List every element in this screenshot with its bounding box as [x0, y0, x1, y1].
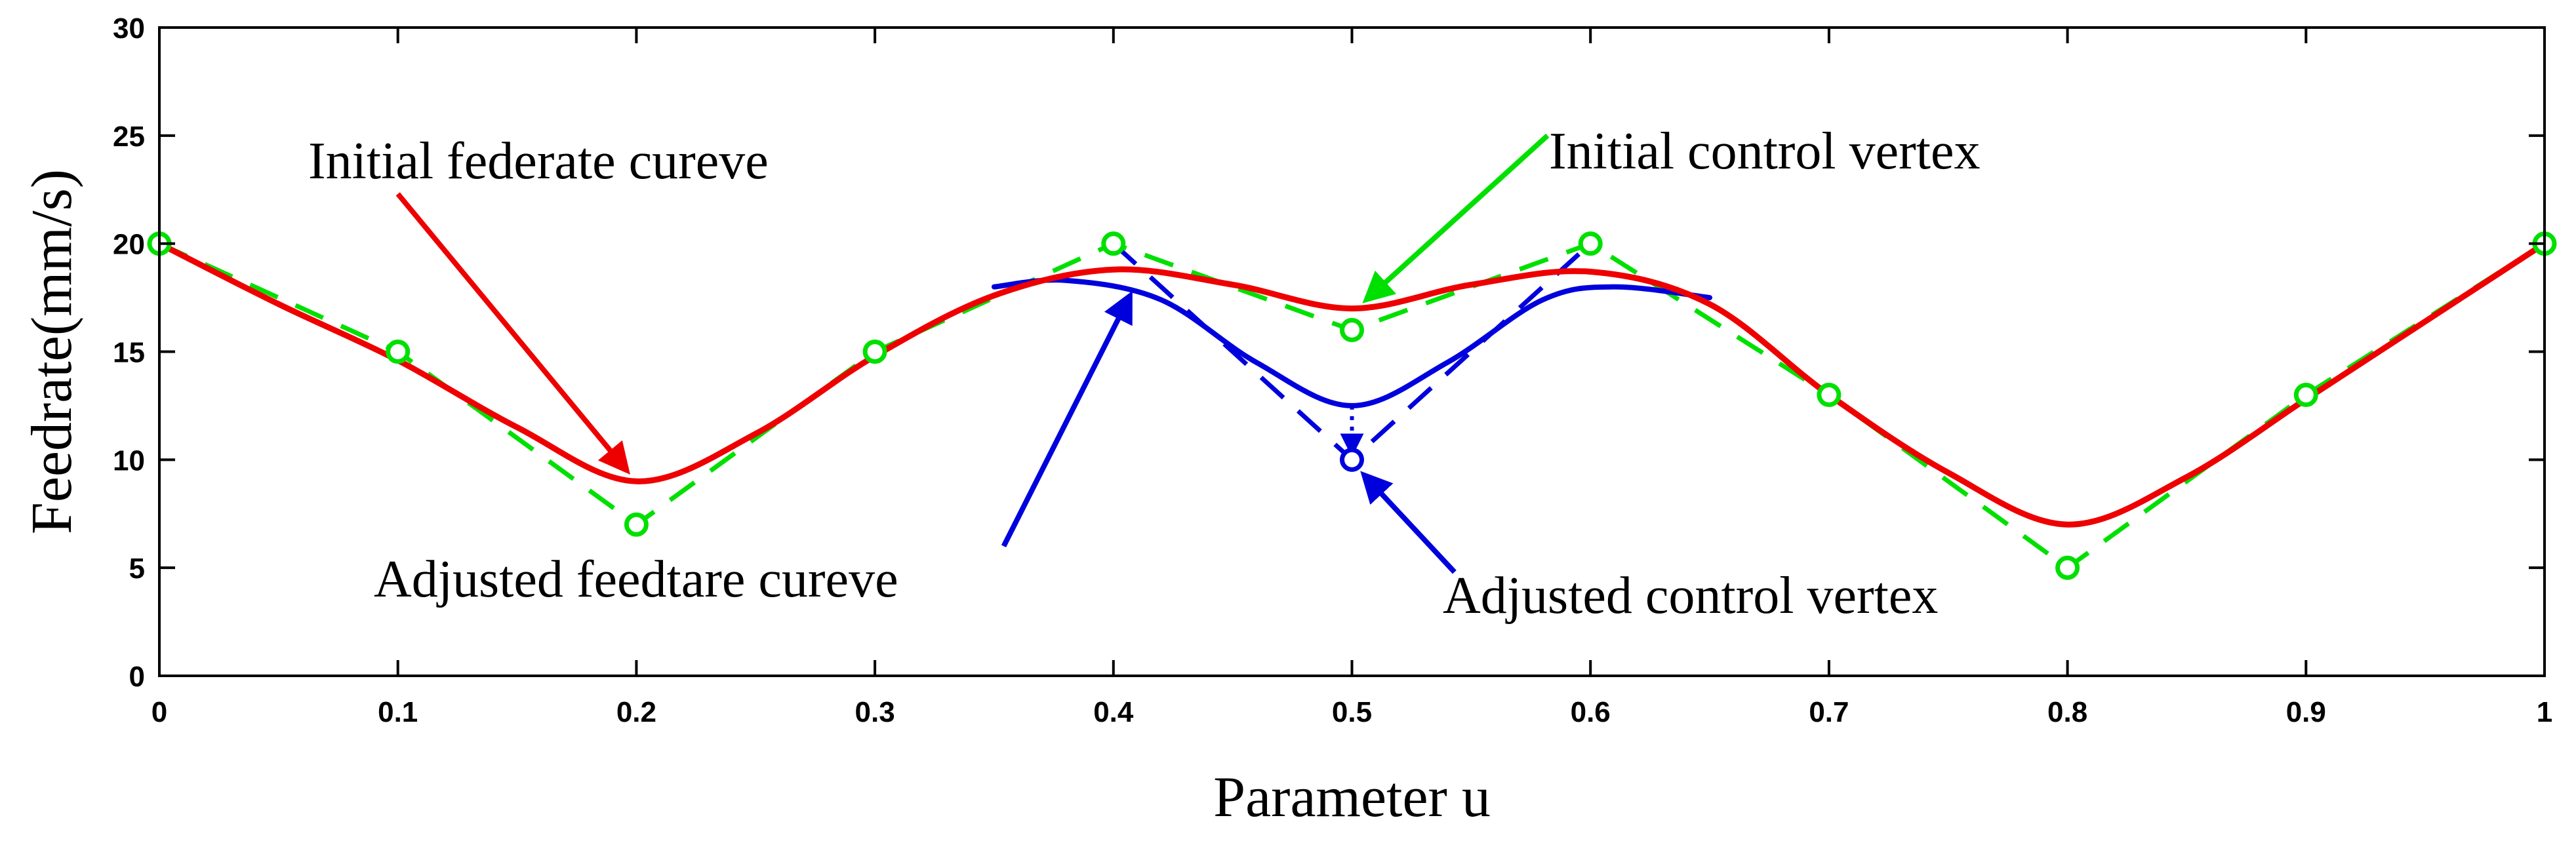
x-tick-label: 0 — [151, 696, 167, 728]
initial-curve-line — [156, 241, 2548, 528]
x-tick-label: 0.2 — [616, 696, 656, 728]
x-tick-label: 0.1 — [378, 696, 418, 728]
x-tick-label: 0.8 — [2047, 696, 2087, 728]
initial-control-vertex-marker — [1340, 318, 1364, 343]
annotation-arrow — [395, 192, 630, 475]
initial-control-vertex-marker — [1101, 231, 1126, 256]
initial-vertex-annotation: Initial control vertex — [1549, 123, 1981, 180]
x-tick-label: 0.5 — [1332, 696, 1372, 728]
y-tick-label: 30 — [113, 12, 145, 45]
initial-control-vertex-marker — [624, 512, 649, 537]
initial-control-vertex-marker — [2293, 382, 2318, 407]
y-tick-label: 15 — [113, 337, 145, 369]
annotation-arrow — [1360, 471, 1457, 574]
initial-control-vertex-marker — [1817, 382, 1841, 407]
y-tick-label: 25 — [113, 121, 145, 153]
initial-control-vertex-marker — [1578, 231, 1603, 256]
y-axis-title: Feedrate(mm/s) — [20, 169, 84, 534]
y-tick-label: 5 — [129, 553, 145, 585]
axes: 0 0.1 0.2 0.3 0.4 0.5 0.6 0.7 0.8 0.9 105101520253… — [113, 12, 2552, 728]
x-tick-label: 0.9 — [2286, 696, 2326, 728]
x-axis-title: Parameter u — [1213, 766, 1491, 829]
adjusted-vertex-annotation: Adjusted control vertex — [1443, 567, 1938, 625]
x-tick-label: 1 — [2537, 696, 2552, 728]
adjusted-curve-annotation: Adjusted feedtare cureve — [374, 551, 898, 608]
x-tick-label: 0.7 — [1809, 696, 1849, 728]
plot-area — [147, 133, 2557, 580]
annotation-arrow — [1001, 290, 1133, 548]
y-tick-label: 0 — [129, 661, 145, 693]
adjusted-control-vertex-marker — [1340, 447, 1364, 472]
adjusted-curve-line — [991, 277, 1713, 408]
y-tick-label: 20 — [113, 229, 145, 261]
initial-control-vertex-marker — [386, 340, 411, 364]
annotation-arrow — [1362, 133, 1550, 303]
y-tick-label: 10 — [113, 444, 145, 477]
initial-curve-annotation: Initial federate cureve — [308, 132, 769, 190]
initial-control-vertex-marker — [862, 340, 887, 364]
x-tick-label: 0.3 — [855, 696, 895, 728]
x-tick-label: 0.6 — [1571, 696, 1611, 728]
initial-control-vertex-marker — [2055, 555, 2080, 580]
x-tick-label: 0.4 — [1093, 696, 1134, 728]
